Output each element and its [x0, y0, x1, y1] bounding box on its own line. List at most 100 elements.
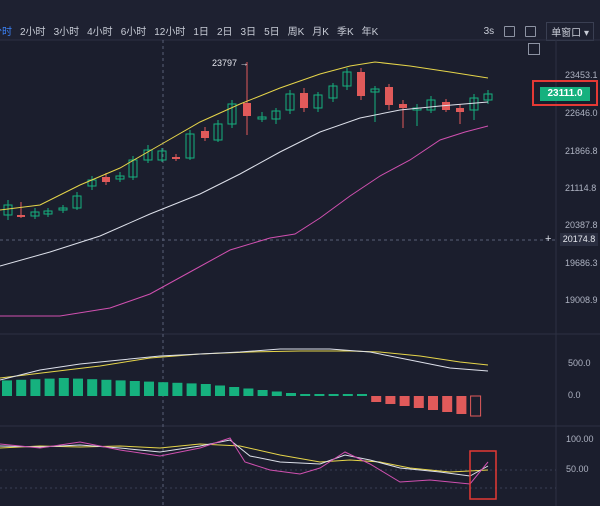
kdj-axis-label: 100.00: [566, 434, 594, 444]
candle-body: [313, 94, 323, 109]
macd-bar: [144, 381, 154, 396]
candle-body: [43, 210, 53, 215]
candle-body: [399, 104, 407, 108]
macd-bar: [101, 379, 112, 396]
expand-icon[interactable]: [528, 43, 540, 55]
macd-bar: [286, 393, 296, 396]
macd-bar: [442, 396, 453, 412]
window-mode-label: 单窗口: [551, 28, 582, 39]
macd-dea-line: [0, 350, 489, 379]
macd-bar: [385, 396, 396, 404]
candle-body: [300, 93, 308, 108]
candle-body: [201, 131, 209, 138]
candle-body: [456, 108, 464, 112]
macd-bar: [300, 394, 311, 396]
kdj-axis-label: 50.00: [566, 464, 589, 474]
price-axis-label: 22646.0: [565, 108, 598, 118]
macd-bar: [413, 396, 424, 408]
macd-bar: [44, 378, 55, 396]
kdj-highlight-box: [469, 450, 497, 500]
macd-bar: [186, 383, 197, 396]
macd-bar: [357, 394, 367, 396]
timeframe-tab-10[interactable]: 周K: [287, 27, 305, 38]
macd-bar: [371, 396, 382, 402]
timeframe-tab-5[interactable]: 12小时: [154, 27, 186, 38]
timeframe-tab-13[interactable]: 年K: [361, 27, 379, 38]
ma-fast-line: [0, 61, 489, 211]
timeframe-tab-9[interactable]: 5日: [264, 27, 280, 38]
macd-bar: [257, 390, 268, 396]
candle-body: [257, 116, 267, 120]
candle-body: [342, 71, 352, 87]
candle-body: [143, 149, 153, 161]
timeframe-tab-6[interactable]: 1日: [193, 27, 209, 38]
macd-bar: [314, 394, 325, 396]
candle-body: [328, 85, 338, 99]
kdj-j-line: [0, 437, 489, 485]
price-axis-label: 21114.8: [565, 183, 596, 193]
macd-bar: [115, 380, 126, 396]
kdj-k-line: [0, 439, 489, 477]
timeframe-tab-1[interactable]: 2小时: [20, 27, 46, 38]
macd-bar: [172, 382, 183, 396]
candle-body: [285, 93, 295, 111]
fullscreen-icon[interactable]: [504, 26, 516, 37]
settings-icon[interactable]: [525, 26, 537, 37]
timeframe-tab-12[interactable]: 季K: [336, 27, 354, 38]
candle-body: [243, 103, 251, 116]
candle-body: [483, 93, 493, 101]
macd-bar: [129, 381, 140, 396]
price-axis-label: 23453.1: [565, 70, 598, 80]
macd-dif-line: [0, 348, 489, 381]
candle-body: [172, 157, 180, 159]
macd-bar: [73, 378, 83, 396]
timeframe-tab-7[interactable]: 2日: [216, 27, 233, 38]
timeframe-tab-4[interactable]: 6小时: [120, 27, 147, 38]
current-price-label: 23111.0: [540, 87, 590, 101]
macd-bar: [2, 380, 12, 396]
macd-bar: [456, 396, 467, 414]
add-order-icon[interactable]: +: [545, 233, 552, 245]
macd-bar: [215, 385, 225, 396]
crosshair-price-label: 20174.8: [560, 233, 598, 246]
macd-bar: [243, 388, 254, 396]
candle-body: [17, 215, 25, 217]
macd-bar: [16, 379, 27, 396]
macd-axis-label: 0.0: [568, 390, 581, 400]
candle-body: [385, 87, 393, 105]
candle-body: [271, 110, 281, 120]
kdj-d-line: [0, 443, 489, 473]
candle-body: [102, 177, 110, 182]
macd-bar: [399, 396, 410, 406]
price-axis-label: 19008.9: [565, 295, 598, 305]
candle-body: [213, 123, 223, 141]
candle-body: [115, 175, 125, 180]
macd-bar: [328, 394, 339, 396]
high-price-annotation: 23797 →: [212, 58, 249, 68]
timeframe-tab-8[interactable]: 3日: [240, 27, 257, 38]
macd-bar: [158, 382, 169, 396]
candle-body: [58, 207, 68, 211]
macd-bar: [342, 394, 353, 396]
timeframe-tab-0[interactable]: 分时: [0, 27, 12, 38]
candle-body: [72, 195, 82, 209]
macd-bar: [271, 391, 282, 396]
candle-body: [357, 72, 365, 96]
macd-bar: [58, 378, 69, 396]
timeframe-tab-3[interactable]: 4小时: [87, 27, 113, 38]
macd-bar: [428, 396, 438, 410]
timeframe-tab-11[interactable]: 月K: [312, 27, 329, 38]
macd-axis-label: 500.0: [568, 358, 591, 368]
candle-body: [227, 103, 237, 125]
timeframe-tab-2[interactable]: 3小时: [53, 27, 80, 38]
current-price-highlight: 23111.0: [532, 80, 598, 106]
candle-body: [157, 150, 167, 161]
candle-body: [30, 211, 40, 217]
interval-label[interactable]: 3s: [483, 26, 495, 37]
candle-body: [370, 88, 380, 93]
macd-bar: [30, 379, 41, 396]
